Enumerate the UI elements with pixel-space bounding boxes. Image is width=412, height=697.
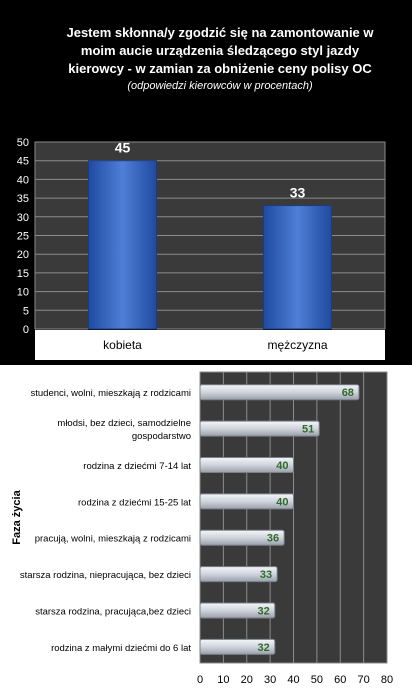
data-label: 32 xyxy=(258,605,270,617)
y-tick-label: 40 xyxy=(17,174,29,186)
bar xyxy=(199,420,320,437)
bar xyxy=(199,493,294,510)
data-label: 32 xyxy=(258,642,270,654)
life-phase-chart-panel: 0 10 20 30 40 50 60 70 80 Faza życia 68 studenci, w… xyxy=(0,365,412,697)
x-tick-label: 50 xyxy=(311,674,323,686)
x-tick-label: 30 xyxy=(264,674,276,686)
x-tick-label: 20 xyxy=(241,674,253,686)
bar xyxy=(88,160,157,330)
y-tick-label: studenci, wolni, mieszkają z rodzicami xyxy=(30,388,191,399)
y-tick-label: 20 xyxy=(17,249,29,261)
data-label: 33 xyxy=(290,185,306,201)
title-line-3: kierowcy - w zamian za obniżenie ceny po… xyxy=(68,61,372,76)
title-line-2: moim aucie urządzenia śledzącego styl ja… xyxy=(80,43,360,58)
data-label: 45 xyxy=(115,140,131,156)
y-tick-label: starsza rodzina, niepracująca, bez dziec… xyxy=(20,570,191,581)
x-tick-label: 80 xyxy=(381,674,393,686)
bar xyxy=(199,638,276,655)
x-tick-label: 40 xyxy=(287,674,299,686)
x-tick-label: 70 xyxy=(358,674,370,686)
bar xyxy=(199,384,360,401)
gender-chart-panel: Jestem skłonna/y zgodzić się na zamontow… xyxy=(16,24,400,360)
y-tick-label: rodzina z małymi dziećmi do 6 lat xyxy=(51,643,191,654)
y-tick-label: 5 xyxy=(23,305,29,317)
title-line-1: Jestem skłonna/y zgodzić się na zamontow… xyxy=(66,25,374,40)
y-tick-label: pracują, wolni, mieszkają z rodzicami xyxy=(35,534,191,545)
y-tick-label: 15 xyxy=(17,268,29,280)
data-label: 51 xyxy=(302,424,314,436)
y-axis-title: Faza życia xyxy=(11,489,23,544)
x-tick-label: 60 xyxy=(334,674,346,686)
category-band xyxy=(35,330,385,360)
y-tick-label: 50 xyxy=(17,137,29,149)
bar xyxy=(199,529,285,546)
y-tick-label: rodzina z dziećmi 15-25 lat xyxy=(78,497,191,508)
gender-bar-chart: 0 5 10 15 20 25 30 35 40 45 50 45 kobieta 33 mężczyzna xyxy=(17,137,386,360)
life-phase-bar-chart: 0 10 20 30 40 50 60 70 80 Faza życia 68 studenci, w… xyxy=(11,371,393,686)
data-label: 33 xyxy=(260,569,272,581)
y-tick-label: 45 xyxy=(17,156,29,168)
y-tick-label: 35 xyxy=(17,193,29,205)
y-tick-label: 30 xyxy=(17,212,29,224)
y-tick-label: gospodarstwo xyxy=(132,431,191,442)
y-tick-label: 25 xyxy=(17,231,29,243)
data-label: 36 xyxy=(267,533,279,545)
x-tick-label: 10 xyxy=(217,674,229,686)
y-tick-label: młodsi, bez dzieci, samodzielne xyxy=(57,418,191,429)
chart-title: Jestem skłonna/y zgodzić się na zamontow… xyxy=(40,24,400,94)
y-tick-label: starsza rodzina, pracująca,bez dzieci xyxy=(35,606,191,617)
y-tick-label: 0 xyxy=(23,324,29,336)
bar xyxy=(263,205,332,330)
x-tick-label: kobieta xyxy=(103,338,142,352)
x-tick-label: mężczyzna xyxy=(267,338,327,352)
bar xyxy=(199,566,278,583)
bar xyxy=(199,456,294,473)
data-label: 40 xyxy=(276,496,288,508)
chart-subtitle: (odpowiedzi kierowców w procentach) xyxy=(127,80,313,92)
data-label: 40 xyxy=(276,460,288,472)
x-tick-label: 0 xyxy=(197,674,203,686)
y-tick-label: 10 xyxy=(17,287,29,299)
data-label: 68 xyxy=(342,387,354,399)
bar xyxy=(199,602,276,619)
y-tick-label: rodzina z dziećmi 7-14 lat xyxy=(83,461,191,472)
